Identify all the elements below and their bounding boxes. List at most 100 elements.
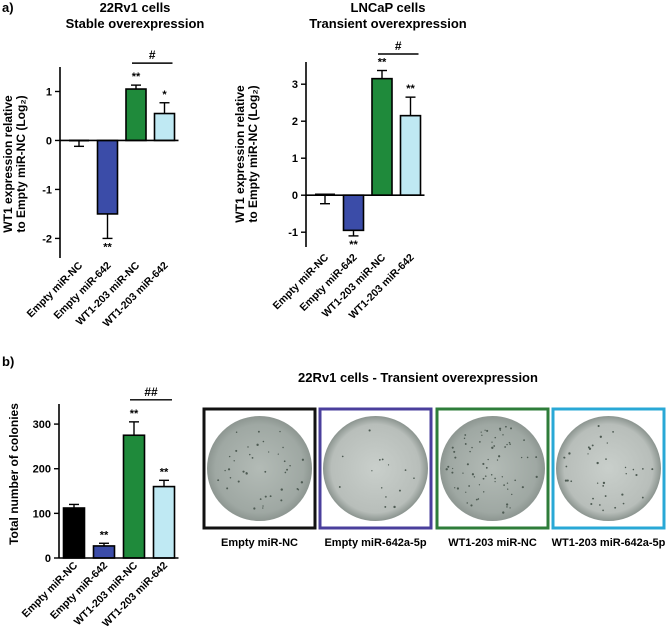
chart-title: LNCaP cells: [351, 0, 426, 15]
colony-dot: [233, 460, 235, 462]
colony-image-2: Empty miR-642a-5p: [318, 407, 433, 549]
colony-dot: [464, 434, 467, 436]
bar: [371, 77, 393, 197]
colony-dot: [494, 480, 496, 483]
colony-dot: [249, 453, 251, 456]
colony-dot: [257, 430, 260, 433]
colony-dot: [282, 446, 284, 449]
colony-dot: [371, 470, 373, 472]
significance-label: **: [378, 57, 387, 69]
colony-dot: [256, 443, 259, 446]
colony-dot: [491, 446, 494, 449]
y-tick-label: 1: [46, 86, 52, 98]
colony-dot: [247, 446, 249, 448]
colony-dot: [590, 502, 593, 506]
y-axis-label-line: to Empty miR-NC (Log₂): [14, 95, 28, 232]
chart-title: 22Rv1 cells: [100, 0, 171, 15]
colony-dot: [280, 488, 283, 491]
colony-dot: [606, 442, 608, 444]
colony-image-1: Empty miR-NC: [202, 407, 317, 549]
chart-title: Stable overexpression: [66, 16, 205, 31]
colony-dot: [393, 505, 396, 509]
colony-dot: [277, 453, 279, 455]
colony-dot: [587, 446, 590, 449]
y-axis-label: WT1 expression relativeto Empty miR-NC (…: [1, 95, 28, 233]
colony-dot: [523, 439, 525, 441]
colony-dot: [300, 481, 304, 484]
significance-label: **: [130, 408, 139, 420]
colony-dot: [510, 427, 513, 430]
colony-dot: [496, 459, 499, 461]
colony-dot: [471, 446, 473, 449]
colony-dot: [632, 468, 635, 471]
colony-dot: [451, 471, 454, 474]
culture-dish: [440, 416, 545, 521]
colony-dot: [508, 441, 511, 444]
colony-dot: [566, 479, 569, 482]
bracket-label: #: [395, 39, 402, 53]
colony-dot: [481, 434, 483, 437]
colony-dot: [387, 464, 390, 466]
colony-dot: [490, 473, 493, 476]
colony-dot: [486, 429, 489, 432]
colony-dot: [237, 480, 240, 483]
significance-label: **: [160, 466, 169, 478]
bar: [96, 139, 119, 215]
colony-dot: [471, 473, 475, 476]
colony-dot: [642, 468, 644, 470]
colony-dot: [612, 430, 614, 433]
culture-dish: [556, 416, 661, 521]
colony-dot: [494, 436, 497, 439]
colony-dot: [568, 452, 571, 455]
bracket-label: #: [149, 48, 156, 62]
colony-dot: [283, 460, 286, 463]
colony-dot: [473, 476, 476, 478]
colony-dot: [602, 509, 604, 512]
colony-dot: [506, 506, 508, 508]
culture-dish: [207, 416, 312, 521]
colony-dot: [499, 429, 501, 432]
colony-dot: [491, 441, 493, 443]
colony-dot: [503, 484, 505, 486]
colony-dot: [235, 449, 238, 452]
colony-dot: [224, 469, 226, 472]
colony-image-label: Empty miR-NC: [221, 537, 298, 549]
colony-dot: [504, 425, 507, 428]
colony-dot: [297, 488, 300, 491]
y-tick-label: 100: [33, 508, 51, 520]
colony-dot: [398, 489, 401, 492]
significance-label: **: [132, 71, 141, 83]
colony-dot: [477, 498, 480, 500]
panel-label-a: a): [2, 0, 14, 15]
colony-dot: [466, 463, 469, 466]
colony-dot: [456, 487, 460, 490]
colony-dot: [498, 455, 501, 458]
colony-dot: [280, 499, 283, 502]
y-tick-label: 1: [292, 153, 298, 165]
colony-dot: [235, 431, 238, 433]
colony-dot: [453, 450, 456, 453]
colony-dot: [526, 456, 529, 459]
y-tick-label: 200: [33, 464, 51, 476]
colony-dot: [514, 479, 517, 482]
bar: [122, 434, 146, 559]
colony-dot: [596, 461, 599, 465]
colony-dot: [251, 456, 254, 459]
colony-dot: [485, 466, 488, 469]
colony-dot: [464, 443, 467, 445]
colony-dot: [269, 495, 272, 498]
chart-title: Transient overexpression: [309, 16, 467, 31]
colony-dot: [625, 473, 627, 475]
colony-dot: [621, 493, 624, 496]
significance-label: **: [349, 239, 358, 251]
colony-dot: [479, 441, 481, 443]
colony-dot: [385, 496, 387, 498]
colony-dot: [602, 481, 606, 485]
y-tick-label: 2: [292, 116, 298, 128]
colony-dot: [447, 465, 450, 468]
colony-dot: [484, 475, 487, 477]
colony-dot: [604, 495, 607, 497]
colony-dot: [301, 458, 305, 461]
colony-dot: [452, 467, 454, 470]
y-axis-label: Total number of colonies: [7, 403, 21, 545]
